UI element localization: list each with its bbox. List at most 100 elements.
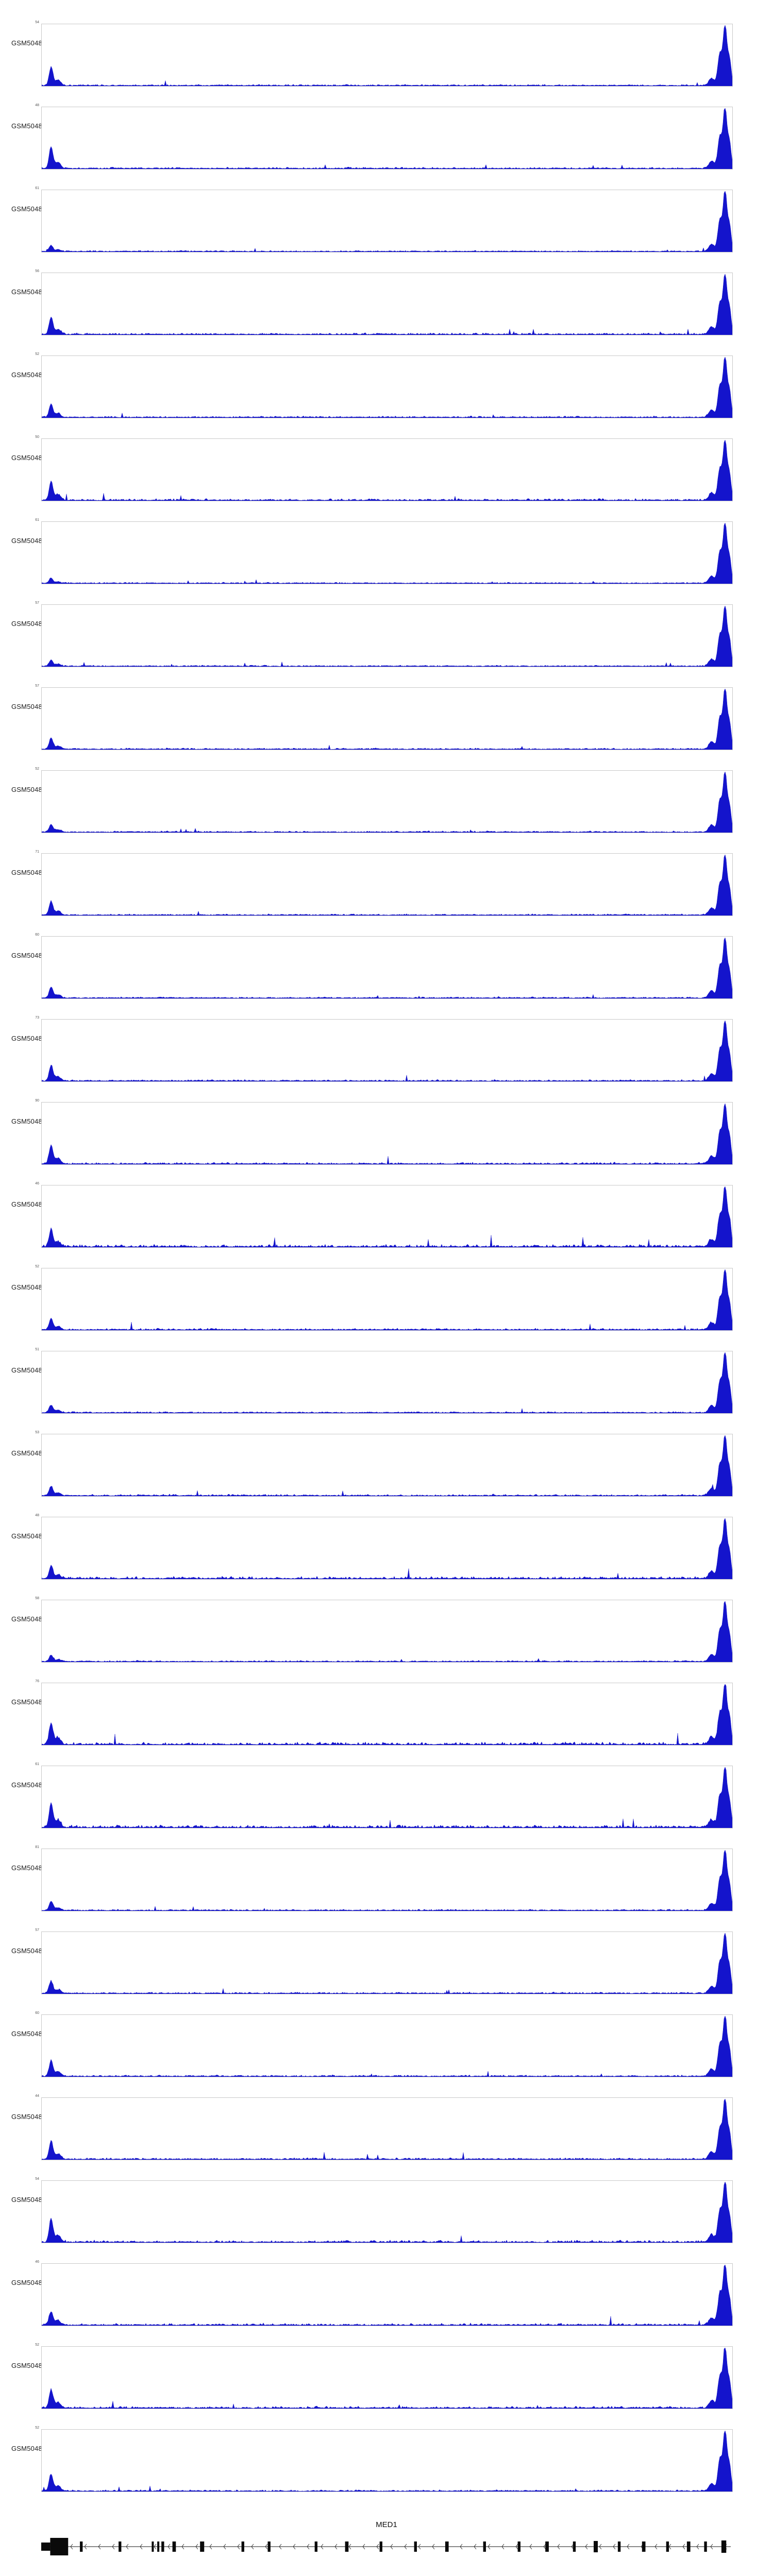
gene-exon xyxy=(157,2541,160,2552)
strand-arrow-left-icon xyxy=(70,2544,73,2550)
strand-arrow-left-icon xyxy=(362,2544,365,2550)
strand-arrow-left-icon xyxy=(585,2544,588,2550)
gene-exon xyxy=(200,2541,205,2552)
track-row: GSM5048541 61 xyxy=(0,512,773,595)
track-signal-plot xyxy=(41,521,733,584)
strand-arrow-left-icon xyxy=(112,2544,115,2550)
track-signal-plot xyxy=(41,770,733,833)
strand-arrow-left-icon xyxy=(251,2544,254,2550)
track-y-max: 57 xyxy=(35,684,39,688)
track-row: GSM5048537 71 xyxy=(0,844,773,927)
track-y-max: 44 xyxy=(35,2094,39,2098)
strand-arrow-left-icon xyxy=(488,2544,491,2550)
strand-arrow-left-icon xyxy=(223,2544,226,2550)
track-signal-plot xyxy=(41,1849,733,1911)
strand-arrow-left-icon xyxy=(543,2544,546,2550)
track-row: GSM5048539 57 xyxy=(0,678,773,761)
strand-arrow-left-icon xyxy=(140,2544,143,2550)
strand-arrow-left-icon xyxy=(571,2544,574,2550)
gene-name-label: MED1 xyxy=(376,2520,397,2529)
strand-arrow-left-icon xyxy=(181,2544,184,2550)
track-y-max: 50 xyxy=(35,435,39,439)
strand-arrow-left-icon xyxy=(237,2544,240,2550)
track-row: GSM5048529 48 xyxy=(0,1507,773,1590)
track-signal-plot xyxy=(41,107,733,170)
strand-arrow-left-icon xyxy=(84,2544,87,2550)
track-y-max: 71 xyxy=(35,850,39,854)
gene-exon xyxy=(314,2541,317,2552)
gene-exon xyxy=(379,2541,382,2552)
track-row: GSM5048531 51 xyxy=(0,1342,773,1425)
strand-arrow-left-icon xyxy=(307,2544,310,2550)
strand-arrow-left-icon xyxy=(710,2544,713,2550)
strand-arrow-left-icon xyxy=(348,2544,351,2550)
track-signal-plot xyxy=(41,1185,733,1248)
gene-exon xyxy=(642,2541,646,2552)
track-y-max: 76 xyxy=(35,1680,39,1683)
track-row: GSM5048527 76 xyxy=(0,1673,773,1756)
track-row: GSM5048518 52 xyxy=(0,2420,773,2503)
track-signal-plot xyxy=(41,853,733,916)
strand-arrow-left-icon xyxy=(126,2544,129,2550)
track-row: GSM5048523 60 xyxy=(0,2005,773,2088)
track-y-max: 46 xyxy=(35,1182,39,1185)
track-y-max: 61 xyxy=(35,518,39,522)
strand-arrow-left-icon xyxy=(474,2544,477,2550)
track-signal-plot xyxy=(41,2097,733,2160)
track-signal-plot xyxy=(41,604,733,667)
gene-exon xyxy=(345,2541,349,2552)
strand-arrow-left-icon xyxy=(167,2544,171,2550)
strand-arrow-left-icon xyxy=(613,2544,616,2550)
gene-exon xyxy=(721,2540,727,2553)
track-signal-plot xyxy=(41,24,733,87)
gene-exon xyxy=(573,2541,576,2552)
track-row: GSM5048538 52 xyxy=(0,761,773,844)
track-y-max: 52 xyxy=(35,767,39,771)
gene-exon xyxy=(50,2538,69,2555)
track-row: GSM5048534 90 xyxy=(0,1093,773,1176)
gene-exon xyxy=(704,2541,707,2552)
gene-exon xyxy=(161,2541,164,2552)
strand-arrow-left-icon xyxy=(334,2544,338,2550)
gene-exon xyxy=(617,2541,621,2552)
gene-exon xyxy=(241,2541,244,2552)
strand-arrow-left-icon xyxy=(154,2544,157,2550)
track-y-max: 81 xyxy=(35,1845,39,1849)
strand-arrow-left-icon xyxy=(195,2544,198,2550)
track-y-max: 52 xyxy=(35,2343,39,2347)
gene-exon xyxy=(517,2541,520,2552)
track-signal-plot xyxy=(41,438,733,501)
gene-exon xyxy=(172,2541,176,2552)
track-signal-plot xyxy=(41,1517,733,1580)
track-y-max: 60 xyxy=(35,2011,39,2015)
track-signal-plot xyxy=(41,273,733,335)
track-signal-plot xyxy=(41,1434,733,1497)
strand-arrow-left-icon xyxy=(390,2544,393,2550)
gene-exon xyxy=(41,2543,51,2551)
track-y-max: 51 xyxy=(35,1348,39,1351)
track-y-max: 57 xyxy=(35,601,39,605)
strand-arrow-left-icon xyxy=(432,2544,435,2550)
track-row: GSM5048532 52 xyxy=(0,1259,773,1342)
track-signal-plot xyxy=(41,936,733,999)
gene-exon xyxy=(119,2541,122,2552)
track-row: GSM5048540 57 xyxy=(0,595,773,678)
strand-arrow-left-icon xyxy=(599,2544,602,2550)
track-signal-plot xyxy=(41,2263,733,2326)
strand-arrow-left-icon xyxy=(418,2544,421,2550)
track-row: GSM5048522 44 xyxy=(0,2088,773,2171)
strand-arrow-left-icon xyxy=(293,2544,296,2550)
track-signal-plot xyxy=(41,687,733,750)
track-signal-plot xyxy=(41,1351,733,1414)
gene-exon xyxy=(267,2541,271,2552)
track-signal-plot xyxy=(41,2429,733,2492)
track-y-max: 54 xyxy=(35,21,39,24)
track-row: GSM5048542 50 xyxy=(0,429,773,512)
track-row: GSM5048526 61 xyxy=(0,1756,773,1839)
strand-arrow-left-icon xyxy=(515,2544,518,2550)
track-signal-plot xyxy=(41,1766,733,1828)
track-row: GSM5048544 56 xyxy=(0,263,773,346)
track-row: GSM5048520 46 xyxy=(0,2254,773,2337)
track-row: GSM5048521 54 xyxy=(0,2171,773,2254)
track-y-max: 52 xyxy=(35,2426,39,2430)
